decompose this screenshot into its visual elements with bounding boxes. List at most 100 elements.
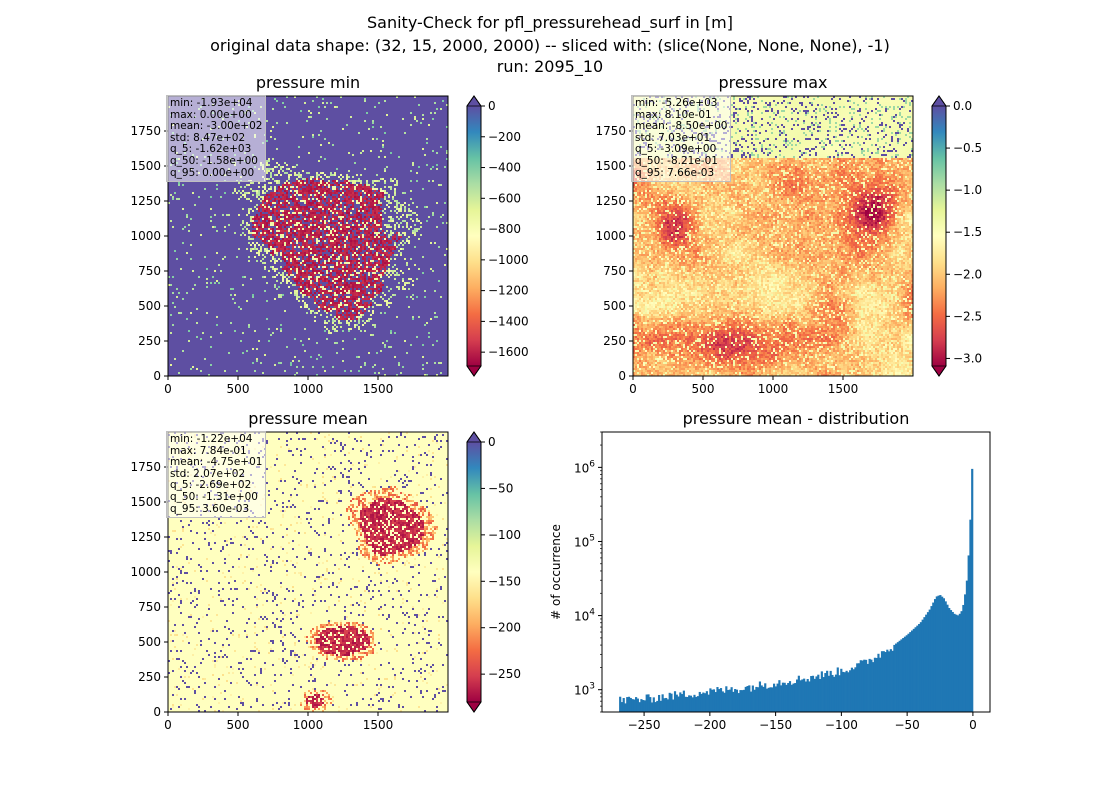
colorbar-tick-label-pmean: −150 [488, 574, 521, 588]
hist-bar [679, 692, 682, 712]
colorbar-extend-top-pmean [466, 431, 482, 443]
y-tick-label-pmax: 0 [618, 369, 626, 383]
hist-bar [932, 602, 935, 712]
hist-bar [916, 625, 919, 712]
y-tick-label-pmin: 1000 [130, 229, 161, 243]
colorbar-tick-label-pmin: −400 [488, 161, 521, 175]
x-tick-label-pmean: 0 [164, 718, 172, 732]
hist-bar [750, 691, 753, 712]
hist-bar [636, 698, 639, 712]
hist-bar [707, 694, 710, 712]
hist-bar [700, 693, 703, 712]
hist-bar [829, 670, 832, 712]
hist-bar [681, 694, 684, 712]
y-tick-label-hist: 104 [574, 608, 595, 624]
hist-bar [631, 699, 634, 712]
y-tick-label-pmax: 250 [603, 334, 626, 348]
colorbar-tick-label-pmax: −0.5 [953, 141, 982, 155]
hist-bar [886, 649, 889, 712]
hist-bar [859, 660, 862, 712]
hist-bar [907, 633, 910, 712]
hist-bar [778, 680, 781, 712]
hist-bar [856, 663, 859, 712]
hist-bar [677, 696, 680, 712]
hist-bar [797, 675, 800, 712]
hist-bar [803, 678, 806, 712]
hist-bar [691, 697, 694, 712]
hist-bar [955, 614, 958, 712]
hist-bar [933, 599, 937, 712]
hist-bar [806, 679, 809, 712]
hist-bar [785, 684, 788, 712]
hist-bar [627, 696, 631, 712]
hist-bar [665, 697, 668, 712]
hist-bar [971, 468, 974, 712]
hist-bar [776, 683, 779, 712]
hist-bar [815, 676, 818, 712]
y-tick-label-hist: 103 [574, 682, 595, 698]
hist-bar [663, 698, 666, 712]
hist-bar [898, 640, 901, 712]
hist-bar [827, 675, 831, 712]
hist-bar [864, 659, 868, 712]
panel-title-hist: pressure mean - distribution [683, 409, 910, 428]
hist-bar [965, 580, 968, 712]
colorbar-pmax [932, 106, 946, 366]
hist-bar [642, 700, 645, 712]
hist-bar [728, 689, 731, 712]
hist-bar [902, 638, 905, 712]
hist-bar [792, 683, 795, 712]
hist-bar [719, 688, 723, 712]
y-tick-label-pmean: 1250 [130, 530, 161, 544]
hist-bar [808, 681, 811, 712]
hist-bar [783, 682, 786, 712]
y-tick-label-pmax: 750 [603, 264, 626, 278]
hist-bar [764, 683, 767, 712]
hist-bar [629, 697, 632, 712]
hist-bar [967, 555, 970, 712]
hist-bar [903, 636, 907, 712]
hist-bar [925, 614, 928, 712]
hist-bar [620, 702, 624, 712]
panel-title-pmin: pressure min [256, 73, 360, 92]
hist-bar [912, 628, 915, 712]
hist-bar [788, 681, 792, 712]
hist-bar [696, 696, 700, 712]
hist-bar [658, 694, 661, 712]
hist-bar [813, 678, 816, 712]
hist-bar [801, 679, 804, 712]
y-tick-label-pmax: 1500 [595, 159, 626, 173]
hist-bar [900, 639, 903, 712]
hist-bar [741, 690, 744, 712]
hist-bar [649, 697, 652, 712]
hist-bar [734, 689, 737, 712]
hist-bar [870, 659, 873, 712]
colorbar-extend-bottom-pmin [466, 365, 482, 377]
hist-bar [787, 683, 790, 712]
plot-frame-hist [601, 431, 991, 713]
hist-bar [926, 612, 930, 712]
hist-bar [841, 671, 845, 712]
hist-bar [893, 644, 896, 712]
hist-bar [850, 667, 854, 712]
colorbar-tick-label-pmean: −200 [488, 621, 521, 635]
hist-bar [882, 651, 885, 712]
hist-bar [889, 649, 892, 712]
hist-bar [919, 622, 923, 712]
hist-bar [654, 702, 657, 712]
y-tick-label-pmin: 750 [138, 264, 161, 278]
hist-bar [852, 669, 855, 712]
hist-bar [847, 672, 850, 712]
hist-bar [877, 653, 880, 712]
hist-bar [725, 686, 728, 712]
hist-bar [817, 674, 820, 712]
hist-bar [834, 674, 838, 712]
hist-bar [790, 684, 793, 712]
hist-bar [910, 630, 914, 712]
panel-title-pmean: pressure mean [248, 409, 368, 428]
hist-bar [686, 697, 689, 712]
x-tick-label-pmin: 0 [164, 382, 172, 396]
colorbar-tick-label-pmin: −200 [488, 130, 521, 144]
hist-bar [666, 699, 670, 712]
